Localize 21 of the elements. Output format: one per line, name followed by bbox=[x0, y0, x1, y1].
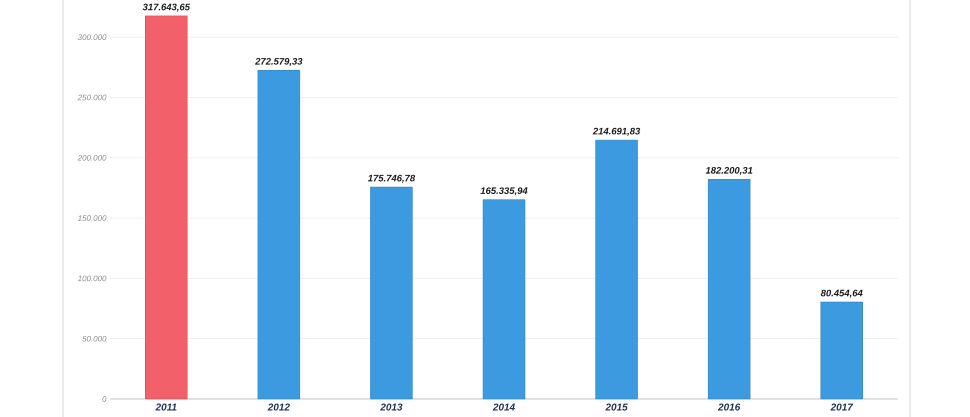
x-tick-label: 2011 bbox=[155, 404, 176, 411]
x-tick-label: 2016 bbox=[718, 404, 740, 411]
bar bbox=[708, 179, 750, 400]
x-tick-label: 2013 bbox=[380, 404, 402, 411]
bar bbox=[595, 140, 638, 400]
bar bbox=[370, 186, 413, 400]
data-label: 272.579,33 bbox=[255, 58, 302, 66]
bar bbox=[258, 70, 300, 400]
bar bbox=[145, 16, 188, 400]
x-tick-label: 2012 bbox=[268, 404, 290, 411]
bar bbox=[482, 199, 526, 400]
data-label: 80.454,64 bbox=[820, 290, 863, 298]
x-tick-label: 2017 bbox=[830, 404, 854, 411]
data-label: 182.200,31 bbox=[706, 166, 752, 176]
x-tick-label: 2015 bbox=[605, 404, 628, 411]
x-tick-label: 2014 bbox=[492, 404, 515, 411]
data-label: 317.643,65 bbox=[142, 4, 190, 12]
bar bbox=[820, 302, 863, 400]
data-label: 165.335,94 bbox=[480, 187, 528, 196]
data-label: 175.746,78 bbox=[368, 174, 416, 183]
data-label: 214.691,83 bbox=[592, 128, 640, 136]
